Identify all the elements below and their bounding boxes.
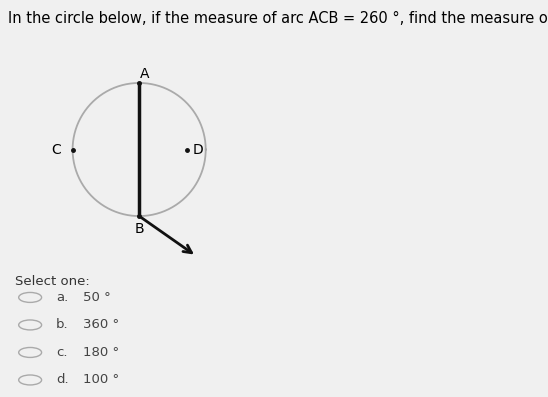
Text: C: C: [52, 143, 61, 156]
Text: d.: d.: [56, 374, 68, 386]
Text: B: B: [134, 222, 144, 236]
Text: A: A: [140, 67, 149, 81]
Text: a.: a.: [56, 291, 68, 304]
Text: D: D: [193, 143, 204, 156]
Text: 100 °: 100 °: [83, 374, 119, 386]
Text: b.: b.: [56, 318, 68, 331]
Text: In the circle below, if the measure of arc ACB = 260 °, find the measure of < B.: In the circle below, if the measure of a…: [8, 12, 548, 26]
Text: 50 °: 50 °: [83, 291, 111, 304]
Text: c.: c.: [56, 346, 67, 359]
Text: 360 °: 360 °: [83, 318, 119, 331]
Text: Select one:: Select one:: [15, 275, 90, 288]
Text: 180 °: 180 °: [83, 346, 119, 359]
